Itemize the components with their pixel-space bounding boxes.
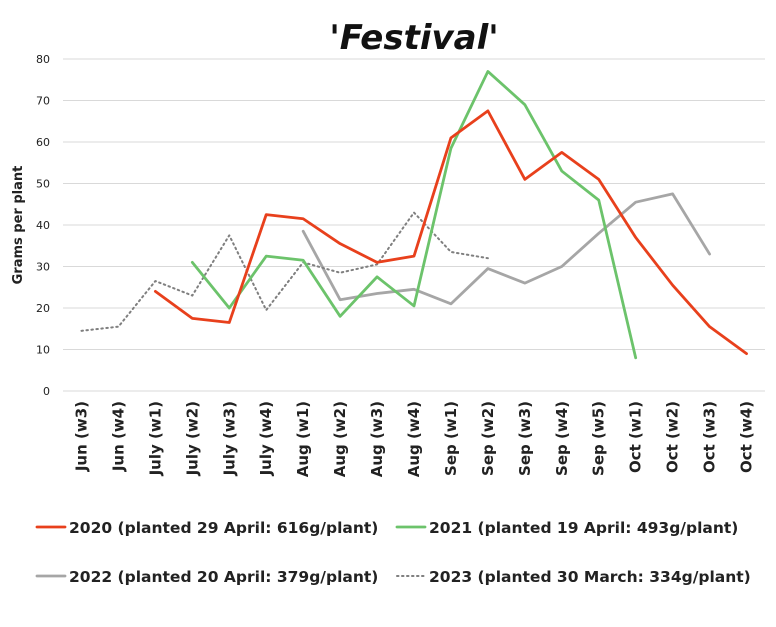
series-lines — [80, 70, 748, 360]
x-tick-label: Aug (w1) — [294, 401, 312, 477]
gridlines — [63, 58, 765, 392]
x-tick-label: Sep (w1) — [442, 401, 460, 476]
x-tick-label: July (w4) — [257, 401, 275, 476]
y-tick-label: 0 — [43, 385, 50, 398]
x-tick-label: July (w3) — [220, 401, 238, 476]
x-tick-label: Oct (w3) — [701, 401, 719, 473]
y-tick-label: 60 — [36, 136, 50, 149]
legend-label: 2023 (planted 30 March: 334g/plant) — [429, 568, 751, 586]
y-axis-ticks: 0 10 20 30 40 50 60 70 80 — [36, 53, 50, 398]
y-axis-label: Grams per plant — [11, 166, 26, 285]
x-tick-label: July (w2) — [183, 401, 201, 476]
legend-item: 2021 (planted 19 April: 493g/plant) — [395, 519, 738, 537]
legend: 2020 (planted 29 April: 616g/plant) 2021 … — [35, 519, 751, 586]
x-tick-label: Oct (w1) — [627, 401, 645, 473]
y-tick-label: 70 — [36, 95, 50, 108]
x-tick-label: Sep (w2) — [479, 401, 497, 476]
x-tick-label: Jun (w4) — [109, 401, 127, 472]
legend-item: 2020 (planted 29 April: 616g/plant) — [35, 519, 378, 537]
legend-item: 2022 (planted 20 April: 379g/plant) — [35, 568, 378, 586]
x-tick-label: Sep (w5) — [590, 401, 608, 476]
x-tick-label: Jun (w3) — [72, 401, 90, 472]
y-tick-label: 80 — [36, 53, 50, 66]
series-line-2023 — [80, 211, 489, 332]
x-tick-label: Oct (w4) — [738, 401, 756, 473]
series-line-2020 — [153, 109, 748, 356]
legend-label: 2022 (planted 20 April: 379g/plant) — [69, 568, 378, 586]
y-tick-label: 40 — [36, 219, 50, 232]
x-tick-label: July (w1) — [146, 401, 164, 476]
chart-title: 'Festival' — [329, 18, 498, 58]
x-tick-label: Sep (w4) — [553, 401, 571, 476]
y-tick-label: 50 — [36, 178, 50, 191]
y-tick-label: 30 — [36, 261, 50, 274]
legend-label: 2020 (planted 29 April: 616g/plant) — [69, 519, 378, 537]
legend-item: 2023 (planted 30 March: 334g/plant) — [396, 568, 751, 586]
y-tick-label: 20 — [36, 302, 50, 315]
legend-label: 2021 (planted 19 April: 493g/plant) — [429, 519, 738, 537]
series-line-2021 — [190, 70, 638, 360]
x-tick-label: Aug (w2) — [331, 401, 349, 477]
x-tick-label: Aug (w4) — [405, 401, 423, 477]
x-tick-label: Sep (w3) — [516, 401, 534, 476]
series-line-2022 — [301, 192, 711, 306]
y-tick-label: 10 — [36, 344, 50, 357]
x-tick-label: Oct (w2) — [664, 401, 682, 473]
x-axis-ticks: Jun (w3) Jun (w4) July (w1) July (w2) July (… — [72, 401, 755, 477]
x-tick-label: Aug (w3) — [368, 401, 386, 477]
